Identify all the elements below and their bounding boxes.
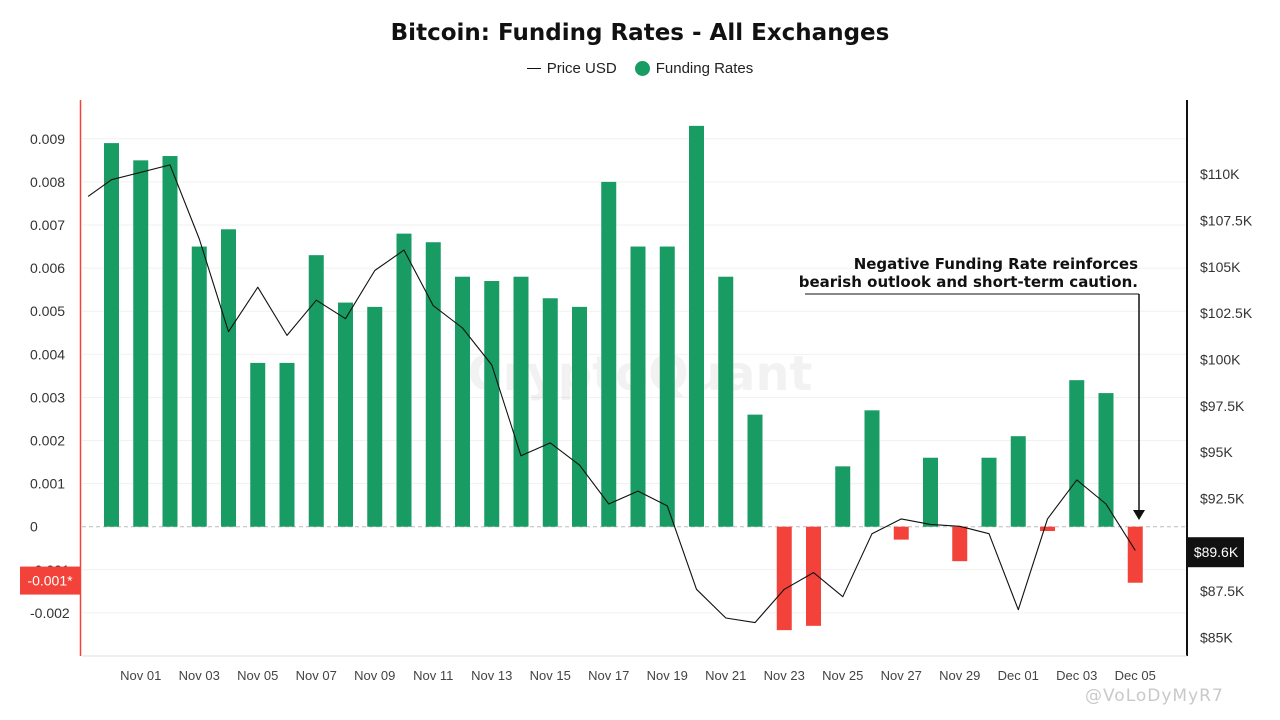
x-tick-label: Nov 17 [588, 668, 629, 683]
y-left-tick-label: 0.001 [30, 476, 65, 492]
legend-label-price: Price USD [546, 60, 617, 77]
y-right-tick-label: $85K [1200, 629, 1233, 645]
funding-rate-bar [806, 526, 821, 626]
y-right-tick-label: $87.5K [1200, 583, 1245, 599]
y-left-tick-label: 0.007 [30, 217, 65, 233]
x-tick-label: Nov 21 [705, 668, 746, 683]
x-tick-label: Nov 01 [120, 668, 161, 683]
y-right-tick-label: $95K [1200, 444, 1233, 460]
legend-dot-icon [634, 61, 650, 76]
left-value-marker-box [20, 566, 80, 595]
funding-rate-bar [601, 181, 617, 527]
y-right-tick-label: $105K [1200, 259, 1241, 275]
funding-rate-bar [455, 276, 470, 527]
funding-rate-bar [835, 466, 851, 527]
right-price-marker-box [1188, 537, 1244, 568]
funding-rate-bar [484, 281, 500, 527]
x-tick-label: Dec 03 [1056, 668, 1097, 683]
legend-label-funding: Funding Rates [655, 60, 754, 77]
funding-rate-bar [308, 255, 324, 527]
y-left-tick-label: 0.003 [30, 389, 65, 405]
watermark: @VoLoDyMyR7 [1085, 686, 1224, 706]
y-left-tick-label: 0.008 [30, 174, 65, 190]
funding-rate-bar [104, 143, 119, 527]
x-tick-label: Dec 01 [998, 668, 1039, 683]
funding-rate-bar [689, 125, 704, 527]
y-right-tick-label: $110K [1200, 166, 1240, 182]
funding-rate-bar [162, 156, 178, 527]
y-left-tick-label: 0.002 [30, 432, 65, 448]
legend-item-price[interactable]: Price USD [526, 60, 617, 77]
x-tick-label: Nov 13 [471, 668, 512, 683]
left-value-marker-label: -0.001* [27, 573, 73, 589]
funding-rate-bar [279, 362, 295, 527]
funding-rate-bar [1069, 380, 1085, 527]
annotation-arrow-head [1133, 510, 1145, 520]
y-right-tick-label: $97.5K [1200, 398, 1245, 414]
funding-rate-bar [893, 526, 909, 540]
y-left-tick-label: 0.006 [30, 260, 65, 276]
funding-rate-bar [1098, 393, 1114, 527]
funding-rate-bar [776, 526, 792, 631]
funding-rate-bar [425, 242, 441, 527]
x-tick-label: Nov 15 [530, 668, 571, 683]
chart-title: Bitcoin: Funding Rates - All Exchanges [390, 20, 890, 46]
x-tick-label: Nov 25 [822, 668, 863, 683]
x-tick-label: Nov 19 [647, 668, 688, 683]
funding-rate-bar [864, 410, 880, 527]
funding-rate-bar [1127, 526, 1143, 583]
funding-rate-bar [1040, 526, 1055, 532]
funding-rate-bar [191, 246, 207, 527]
x-tick-label: Nov 27 [881, 668, 922, 683]
funding-rate-bar [250, 362, 266, 527]
funding-rate-bar [659, 246, 675, 527]
y-left-tick-label: 0.009 [30, 131, 65, 147]
funding-rate-bar [367, 306, 383, 527]
price-line [87, 164, 1136, 624]
x-tick-label: Nov 11 [413, 668, 453, 683]
y-left-tick-label: 0 [30, 519, 38, 535]
legend: Price USD Funding Rates [0, 60, 1280, 77]
y-right-tick-label: $102.5K [1200, 305, 1253, 321]
funding-rate-bar [747, 414, 763, 527]
funding-rate-bar [338, 302, 353, 527]
annotation-line-2: bearish outlook and short-term caution. [799, 273, 1138, 291]
x-tick-label: Nov 03 [179, 668, 220, 683]
legend-item-funding[interactable]: Funding Rates [634, 60, 754, 77]
x-tick-label: Nov 05 [237, 668, 278, 683]
funding-rate-bar [1010, 436, 1026, 527]
x-tick-label: Dec 05 [1115, 668, 1156, 683]
funding-rate-bar [542, 298, 558, 527]
x-tick-label: Nov 23 [764, 668, 805, 683]
funding-rate-bar [630, 246, 646, 527]
x-tick-label: Nov 29 [939, 668, 980, 683]
x-tick-label: Nov 09 [354, 668, 395, 683]
funding-rate-bar [513, 276, 529, 527]
y-left-tick-label: 0.005 [30, 303, 65, 319]
right-price-marker-label: $89.6K [1194, 544, 1239, 560]
funding-rate-bar [133, 160, 149, 527]
funding-rate-bar [396, 233, 412, 527]
funding-rate-bar [572, 306, 587, 527]
funding-rate-bar [923, 457, 938, 527]
legend-line-icon [526, 67, 541, 70]
funding-rate-bar [981, 457, 997, 527]
y-right-tick-label: $107.5K [1200, 212, 1253, 228]
y-left-tick-label: -0.002 [30, 605, 70, 621]
y-right-tick-label: $92.5K [1200, 490, 1245, 506]
y-right-tick-label: $100K [1200, 351, 1241, 367]
x-tick-label: Nov 07 [296, 668, 337, 683]
funding-rate-bar [952, 526, 968, 562]
funding-rate-bar [718, 276, 734, 527]
funding-rate-bar [221, 229, 236, 527]
y-left-tick-label: 0.004 [30, 346, 65, 362]
annotation-line-1: Negative Funding Rate reinforces [854, 255, 1138, 273]
